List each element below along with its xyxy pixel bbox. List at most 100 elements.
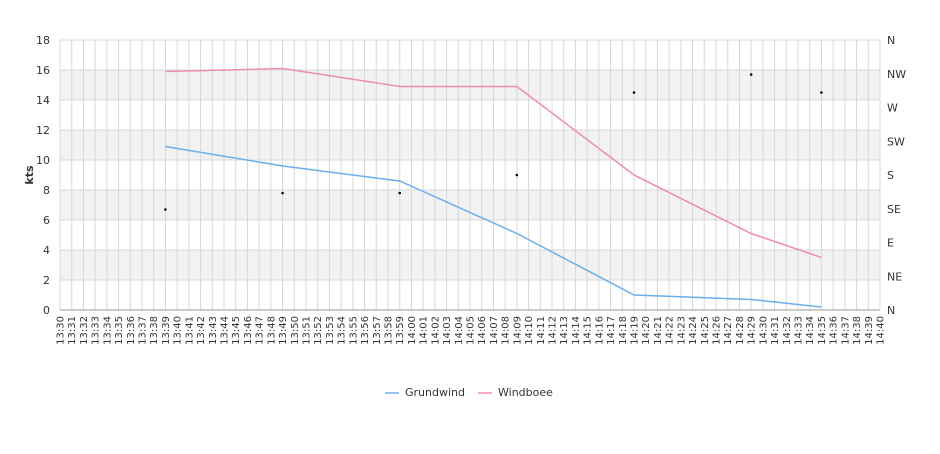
x-tick-label: 14:32 xyxy=(782,316,793,345)
x-tick-label: 13:34 xyxy=(102,316,113,345)
x-tick-label: 13:45 xyxy=(231,316,242,345)
x-tick-label: 14:17 xyxy=(606,316,617,345)
y-tick-label: 2 xyxy=(43,274,50,287)
x-tick-label: 13:43 xyxy=(208,316,219,345)
x-tick-label: 14:36 xyxy=(829,316,840,345)
x-tick-label: 14:11 xyxy=(536,316,547,345)
legend[interactable]: Grundwind Windboee xyxy=(385,386,553,399)
y-tick-label: 8 xyxy=(43,184,50,197)
x-tick-label: 13:36 xyxy=(126,316,137,345)
x-tick-label: 14:37 xyxy=(840,316,851,345)
direction-tick-label: E xyxy=(887,237,894,250)
y-tick-label: 18 xyxy=(36,34,50,47)
x-tick-label: 13:38 xyxy=(149,316,160,345)
direction-marker xyxy=(164,208,167,211)
direction-axis-ticks: N NE E SE S SW W NW N xyxy=(887,34,906,317)
x-tick-label: 13:58 xyxy=(384,316,395,345)
x-tick-label: 13:32 xyxy=(79,316,90,345)
x-tick-label: 14:18 xyxy=(618,316,629,345)
x-tick-label: 14:24 xyxy=(688,316,699,345)
x-tick-label: 14:04 xyxy=(454,316,465,345)
x-tick-label: 14:01 xyxy=(419,316,430,345)
x-tick-label: 13:41 xyxy=(184,316,195,345)
series-lines xyxy=(165,67,822,308)
x-tick-label: 14:10 xyxy=(524,316,535,345)
x-tick-label: 13:47 xyxy=(255,316,266,345)
x-tick-label: 14:15 xyxy=(583,316,594,345)
legend-item-grundwind[interactable]: Grundwind xyxy=(385,386,465,399)
direction-tick-label: SW xyxy=(887,135,905,148)
x-tick-label: 14:06 xyxy=(477,316,488,345)
direction-marker xyxy=(749,73,753,76)
series-line-grundwind xyxy=(165,145,822,308)
x-tick-label: 13:49 xyxy=(278,316,289,345)
direction-tick-label: NW xyxy=(887,68,906,81)
x-tick-label: 13:40 xyxy=(173,316,184,345)
x-tick-label: 13:48 xyxy=(266,316,277,345)
x-tick-label: 13:56 xyxy=(360,316,371,345)
x-tick-label: 14:40 xyxy=(876,316,887,345)
x-tick-label: 14:03 xyxy=(442,316,453,345)
x-tick-label: 14:00 xyxy=(407,316,418,345)
y-tick-label: 10 xyxy=(36,154,50,167)
grid-lines xyxy=(59,39,881,311)
x-tick-label: 13:57 xyxy=(372,316,383,345)
x-tick-label: 13:31 xyxy=(67,316,78,345)
x-tick-label: 14:34 xyxy=(805,316,816,345)
x-tick-label: 14:33 xyxy=(794,316,805,345)
y-tick-label: 0 xyxy=(43,304,50,317)
direction-tick-label: W xyxy=(887,102,898,115)
direction-tick-label: N xyxy=(887,304,895,317)
direction-tick-label: SE xyxy=(887,203,901,216)
x-tick-label: 13:44 xyxy=(220,316,231,345)
x-tick-label: 14:20 xyxy=(641,316,652,345)
x-tick-label: 14:39 xyxy=(864,316,875,345)
x-tick-label: 14:35 xyxy=(817,316,828,345)
direction-marker xyxy=(820,91,823,94)
x-tick-label: 13:35 xyxy=(114,316,125,345)
direction-marker xyxy=(398,191,402,195)
y-tick-label: 14 xyxy=(36,94,50,107)
x-tick-label: 14:02 xyxy=(430,316,441,345)
x-tick-label: 13:54 xyxy=(337,316,348,345)
x-tick-label: 14:14 xyxy=(571,316,582,345)
x-tick-label: 13:55 xyxy=(348,316,359,345)
x-axis-ticks: 13:30 13:31 13:32 13:33 13:34 13:35 13:36 13:37… xyxy=(56,316,887,345)
x-tick-label: 14:25 xyxy=(700,316,711,345)
y-tick-label: 12 xyxy=(36,124,50,137)
x-tick-label: 14:09 xyxy=(512,316,523,345)
x-tick-label: 14:27 xyxy=(723,316,734,345)
x-tick-label: 14:31 xyxy=(770,316,781,345)
x-tick-label: 14:07 xyxy=(489,316,500,345)
x-tick-label: 13:37 xyxy=(138,316,149,345)
x-tick-label: 13:53 xyxy=(325,316,336,345)
x-tick-label: 14:22 xyxy=(665,316,676,345)
x-tick-label: 13:33 xyxy=(91,316,102,345)
y-tick-label: 16 xyxy=(36,64,50,77)
x-tick-label: 14:30 xyxy=(758,316,769,345)
x-tick-label: 14:13 xyxy=(559,316,570,345)
y-tick-label: 4 xyxy=(43,244,50,257)
x-tick-label: 14:38 xyxy=(852,316,863,345)
y-tick-label: 6 xyxy=(43,214,50,227)
x-tick-label: 13:42 xyxy=(196,316,207,345)
series-line-windboee xyxy=(165,67,822,259)
x-tick-label: 14:16 xyxy=(594,316,605,345)
x-tick-label: 13:30 xyxy=(56,316,67,345)
direction-marker xyxy=(515,173,519,177)
x-tick-label: 14:05 xyxy=(466,316,477,345)
legend-label: Grundwind xyxy=(405,386,465,399)
x-tick-label: 14:23 xyxy=(676,316,687,345)
direction-tick-label: S xyxy=(887,169,894,182)
x-tick-label: 13:39 xyxy=(161,316,172,345)
direction-marker xyxy=(632,91,636,94)
x-tick-label: 14:29 xyxy=(747,316,758,345)
legend-label: Windboee xyxy=(498,386,553,399)
x-tick-label: 13:59 xyxy=(395,316,406,345)
x-tick-label: 14:28 xyxy=(735,316,746,345)
direction-markers xyxy=(164,73,823,211)
x-tick-label: 14:21 xyxy=(653,316,664,345)
x-tick-label: 14:19 xyxy=(630,316,641,345)
legend-item-windboee[interactable]: Windboee xyxy=(478,386,553,399)
